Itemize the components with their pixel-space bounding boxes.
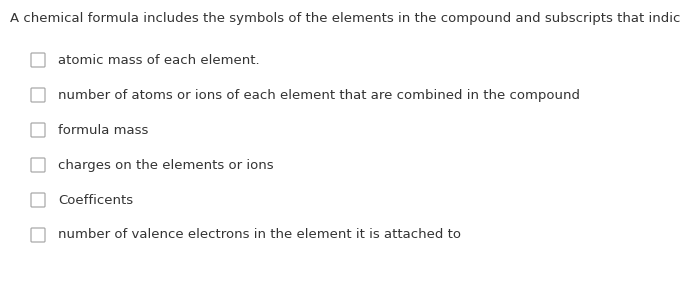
FancyBboxPatch shape xyxy=(31,228,45,242)
Text: A chemical formula includes the symbols of the elements in the compound and subs: A chemical formula includes the symbols … xyxy=(10,12,680,25)
Text: Coefficents: Coefficents xyxy=(58,193,133,206)
FancyBboxPatch shape xyxy=(31,53,45,67)
FancyBboxPatch shape xyxy=(31,123,45,137)
Text: number of valence electrons in the element it is attached to: number of valence electrons in the eleme… xyxy=(58,228,461,241)
Text: formula mass: formula mass xyxy=(58,124,148,136)
Text: charges on the elements or ions: charges on the elements or ions xyxy=(58,158,273,171)
Text: number of atoms or ions of each element that are combined in the compound: number of atoms or ions of each element … xyxy=(58,89,580,102)
Text: atomic mass of each element.: atomic mass of each element. xyxy=(58,54,260,67)
FancyBboxPatch shape xyxy=(31,193,45,207)
FancyBboxPatch shape xyxy=(31,158,45,172)
FancyBboxPatch shape xyxy=(31,88,45,102)
